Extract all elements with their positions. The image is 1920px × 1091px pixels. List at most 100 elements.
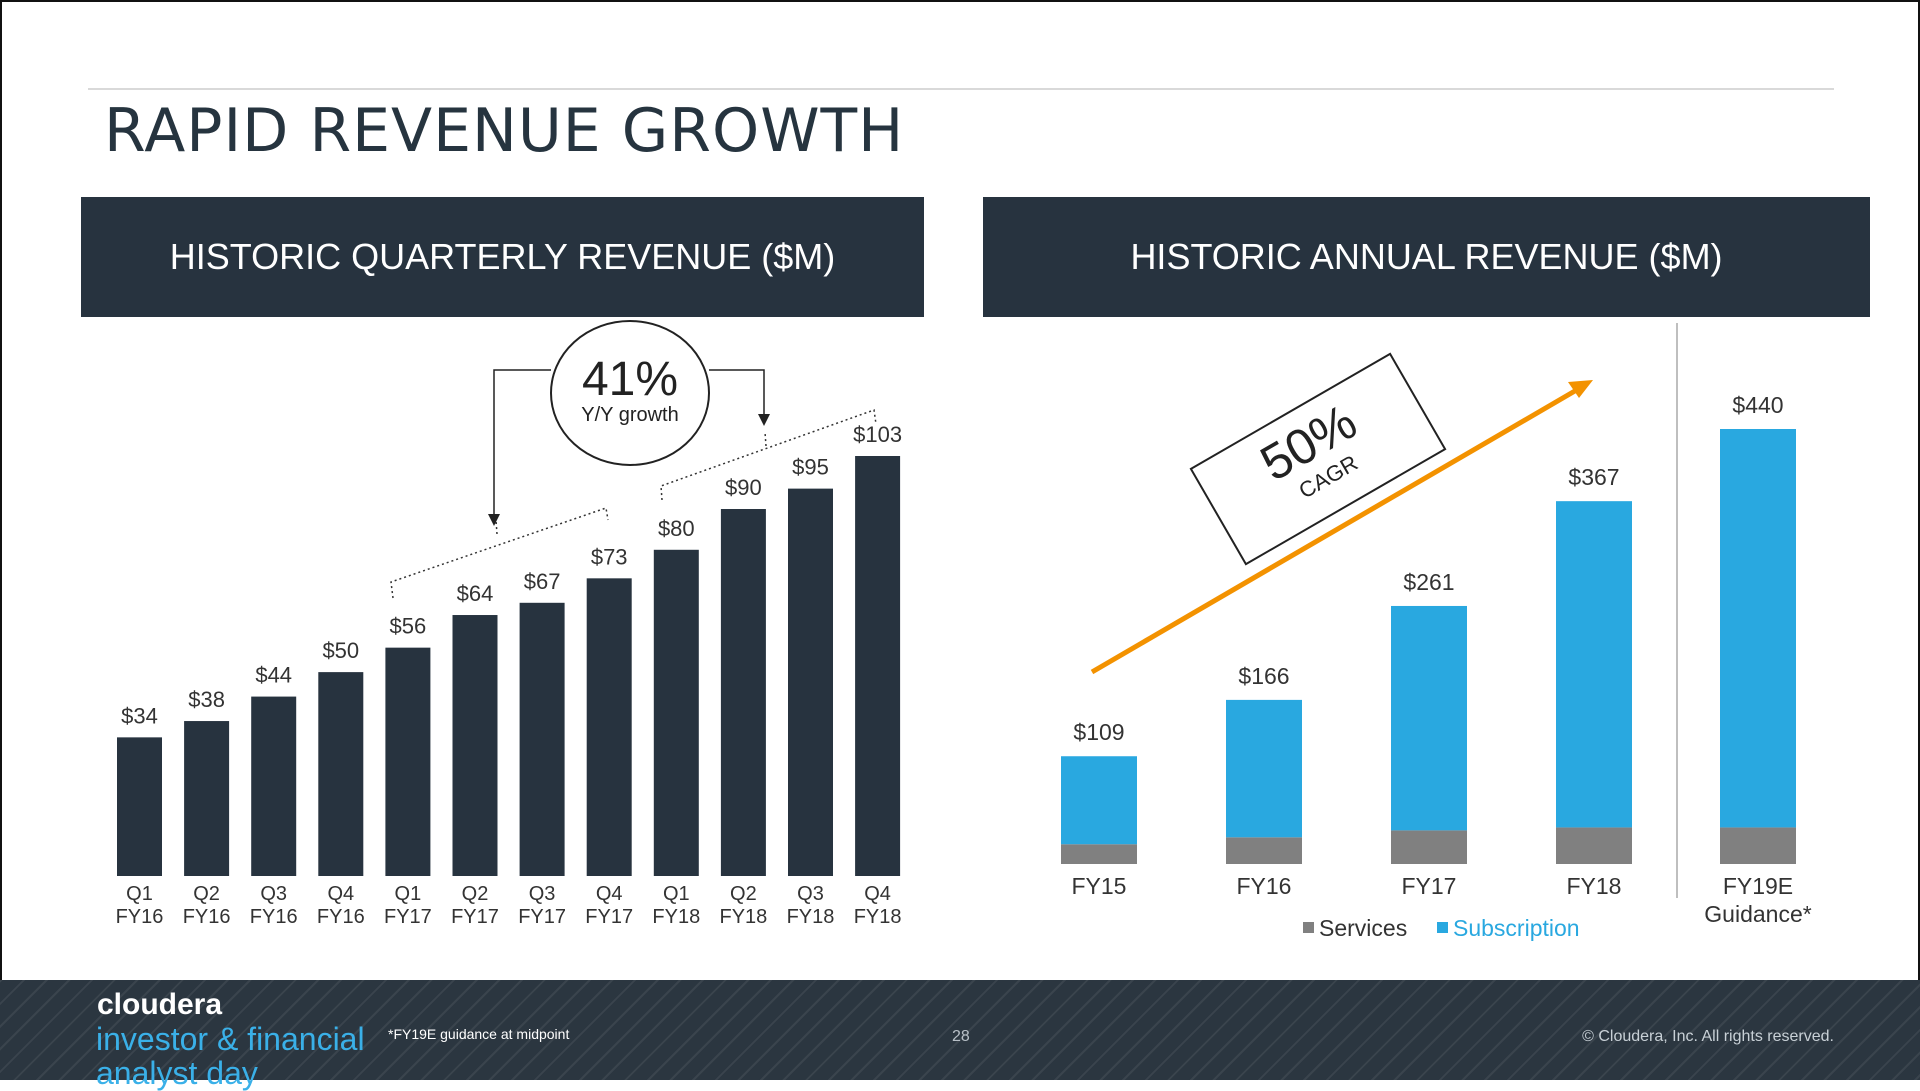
annual-subscription-bar xyxy=(1391,605,1467,831)
cagr-arrowhead xyxy=(1568,380,1593,398)
yoy-label: Y/Y growth xyxy=(581,404,678,426)
quarterly-category-year: FY17 xyxy=(518,906,566,928)
annual-panel-header: HISTORIC ANNUAL REVENUE ($M) xyxy=(983,197,1870,317)
quarterly-bar xyxy=(385,647,431,876)
quarterly-value-label: $56 xyxy=(390,614,427,639)
annual-subscription-bar xyxy=(1226,699,1302,838)
quarterly-category-label: Q1 xyxy=(663,883,690,905)
quarterly-bar xyxy=(117,737,162,876)
quarterly-category-label: Q4 xyxy=(596,883,623,905)
cagr-callout: 50% CAGR xyxy=(1090,352,1593,675)
annual-total-label: $440 xyxy=(1732,392,1783,418)
annual-category-label: FY18 xyxy=(1567,873,1622,899)
quarterly-category-year: FY18 xyxy=(719,906,767,928)
quarterly-category-year: FY17 xyxy=(451,906,499,928)
brand-name: cloudera xyxy=(97,988,223,1021)
yoy-value: 41% xyxy=(582,353,678,406)
quarterly-bar xyxy=(653,549,699,876)
quarterly-bar xyxy=(452,615,498,876)
quarterly-value-label: $95 xyxy=(792,455,829,480)
quarterly-category-label: Q1 xyxy=(126,883,153,905)
legend-subscription-label: Subscription xyxy=(1453,915,1580,941)
quarterly-bar xyxy=(855,456,901,876)
quarterly-value-label: $103 xyxy=(853,422,902,447)
quarterly-panel-header: HISTORIC QUARTERLY REVENUE ($M) xyxy=(81,197,924,317)
annual-panel-title: HISTORIC ANNUAL REVENUE ($M) xyxy=(1130,236,1723,277)
annual-category-label: FY15 xyxy=(1072,873,1127,899)
page-number: 28 xyxy=(952,1028,970,1045)
quarterly-bar xyxy=(184,721,230,876)
quarterly-category-label: Q2 xyxy=(193,883,220,905)
cagr-box-border xyxy=(1189,352,1447,566)
quarterly-value-label: $44 xyxy=(255,663,292,688)
annual-total-label: $367 xyxy=(1568,464,1619,490)
quarterly-bar xyxy=(720,509,766,876)
copyright: © Cloudera, Inc. All rights reserved. xyxy=(1582,1028,1834,1045)
quarterly-value-label: $90 xyxy=(725,475,762,500)
quarterly-value-label: $50 xyxy=(322,638,359,663)
quarterly-category-year: FY16 xyxy=(183,906,231,928)
fy16-fy17-bracket xyxy=(390,507,609,599)
annual-services-bar xyxy=(1556,827,1632,864)
quarterly-category-label: Q4 xyxy=(864,883,891,905)
quarterly-bar xyxy=(318,672,364,876)
quarterly-chart: $34Q1FY16$38Q2FY16$44Q3FY16$50Q4FY16$56Q… xyxy=(116,422,902,928)
annual-services-bar xyxy=(1720,827,1796,864)
annual-services-bar xyxy=(1226,837,1302,864)
cagr-box: 50% CAGR xyxy=(1189,352,1447,566)
annual-total-label: $261 xyxy=(1403,569,1454,595)
quarterly-category-year: FY17 xyxy=(384,906,432,928)
annual-subscription-bar xyxy=(1061,756,1137,845)
quarterly-value-label: $64 xyxy=(457,581,494,606)
annual-total-label: $166 xyxy=(1238,663,1289,689)
quarterly-value-label: $34 xyxy=(121,703,158,728)
yoy-circle xyxy=(550,320,710,466)
legend-services-label: Services xyxy=(1319,915,1407,941)
legend-services-swatch xyxy=(1303,922,1314,933)
yoy-growth-callout: 41% Y/Y growth xyxy=(390,320,877,599)
quarterly-category-label: Q3 xyxy=(260,883,287,905)
annual-category-label: FY17 xyxy=(1402,873,1457,899)
annual-subscription-bar xyxy=(1720,429,1796,828)
annual-category-label: FY19E xyxy=(1723,873,1793,899)
quarterly-category-year: FY16 xyxy=(317,906,365,928)
annual-subscription-bar xyxy=(1556,501,1632,828)
annual-total-label: $109 xyxy=(1073,719,1124,745)
quarterly-bar xyxy=(251,696,297,876)
quarterly-category-year: FY16 xyxy=(250,906,298,928)
yoy-arrow-right xyxy=(709,369,770,426)
quarterly-category-year: FY18 xyxy=(787,906,835,928)
quarterly-category-label: Q2 xyxy=(730,883,757,905)
slide-title: RAPID REVENUE GROWTH xyxy=(104,96,905,166)
quarterly-category-year: FY16 xyxy=(116,906,164,928)
quarterly-category-year: FY17 xyxy=(585,906,633,928)
quarterly-bar xyxy=(788,488,833,876)
annual-chart: $109 FY15 $166 FY16 $261 FY17 $367 FY18 $440 FY19… xyxy=(1061,392,1812,927)
quarterly-bar xyxy=(586,578,632,876)
footnote: *FY19E guidance at midpoint xyxy=(388,1026,570,1042)
quarterly-value-label: $38 xyxy=(188,687,225,712)
quarterly-value-label: $80 xyxy=(658,516,695,541)
quarterly-category-label: Q2 xyxy=(462,883,489,905)
quarterly-category-label: Q4 xyxy=(327,883,354,905)
revenue-charts: $34Q1FY16$38Q2FY16$44Q3FY16$50Q4FY16$56Q… xyxy=(116,320,1812,941)
quarterly-value-label: $73 xyxy=(591,544,628,569)
quarterly-category-label: Q3 xyxy=(529,883,556,905)
footer: cloudera investor & financial analyst da… xyxy=(0,980,1920,1090)
legend-subscription-swatch xyxy=(1437,922,1448,933)
brand-tagline: investor & financial analyst day xyxy=(96,1021,365,1091)
annual-category-sublabel: Guidance* xyxy=(1704,901,1811,927)
fy17-fy18-bracket xyxy=(660,408,877,501)
annual-legend: Services Subscription xyxy=(1303,915,1580,941)
quarterly-panel-title: HISTORIC QUARTERLY REVENUE ($M) xyxy=(169,236,836,277)
cagr-trend-line xyxy=(1090,385,1582,675)
quarterly-value-label: $67 xyxy=(524,569,561,594)
yoy-arrow-left xyxy=(488,369,551,526)
quarterly-category-label: Q1 xyxy=(395,883,422,905)
quarterly-category-label: Q3 xyxy=(797,883,824,905)
annual-services-bar xyxy=(1391,830,1467,864)
title-divider xyxy=(88,88,1834,90)
quarterly-category-year: FY18 xyxy=(854,906,902,928)
quarterly-bar xyxy=(519,602,565,876)
annual-category-label: FY16 xyxy=(1237,873,1292,899)
